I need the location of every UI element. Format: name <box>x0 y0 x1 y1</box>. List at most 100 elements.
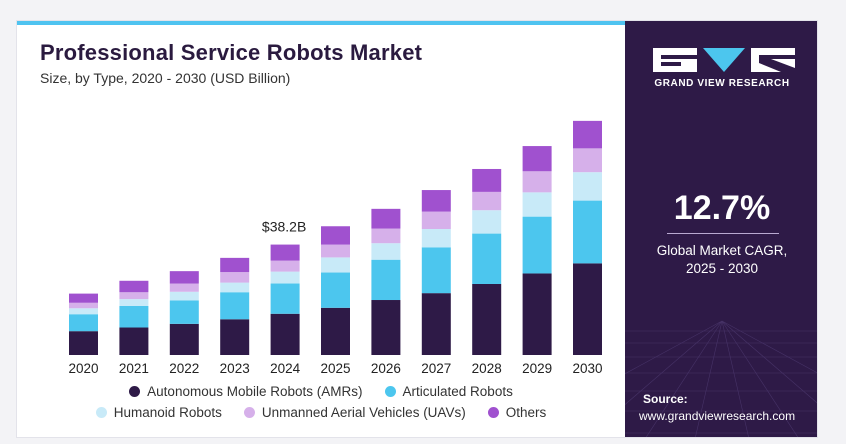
bar-segment-2021-series-3 <box>119 292 149 300</box>
bar-segment-2027-series-0 <box>421 293 451 355</box>
chart-subtitle: Size, by Type, 2020 - 2030 (USD Billion) <box>40 70 291 86</box>
legend-label-humanoid: Humanoid Robots <box>113 405 222 420</box>
cagr-value: 12.7% <box>673 189 771 227</box>
bar-segment-2026-series-4 <box>371 208 401 229</box>
bar-segment-2027-series-1 <box>421 247 451 294</box>
bar-segment-2020-series-4 <box>69 293 98 303</box>
legend-item-articulated: Articulated Robots <box>384 384 513 399</box>
legend-swatch-articulated <box>384 386 396 397</box>
legend-item-amrs: Autonomous Mobile Robots (AMRs) <box>129 384 363 399</box>
bar-segment-2023-series-1 <box>220 292 250 320</box>
bar-segment-2025-series-1 <box>321 272 350 308</box>
legend-swatch-uavs <box>243 407 255 418</box>
bar-segment-2027-series-3 <box>421 211 451 229</box>
source-title: Source: <box>643 392 688 406</box>
legend-swatch-others <box>487 407 499 418</box>
x-tick-label: 2021 <box>119 361 149 376</box>
bar-annotation-label: $38.2B <box>262 219 306 235</box>
bar-segment-2025-series-4 <box>321 226 350 245</box>
x-tick-label: 2028 <box>472 361 502 376</box>
legend-item-humanoid: Humanoid Robots <box>95 405 222 420</box>
bar-segment-2022-series-4 <box>169 271 199 284</box>
bar-segment-2023-series-4 <box>220 257 250 273</box>
bar-segment-2027-series-2 <box>421 229 451 248</box>
bar-segment-2024-series-1 <box>270 283 300 314</box>
bar-segment-2025-series-0 <box>321 307 350 355</box>
legend-swatch-amrs <box>129 386 141 397</box>
bar-segment-2020-series-2 <box>69 308 98 315</box>
side-panel: GRAND VIEW RESEARCH 12.7% Global Market … <box>625 21 817 437</box>
bar-segment-2030-series-0 <box>573 263 602 355</box>
legend-label-uavs: Unmanned Aerial Vehicles (UAVs) <box>261 405 466 420</box>
legend-item-uavs: Unmanned Aerial Vehicles (UAVs) <box>243 405 466 420</box>
bar-segment-2024-series-4 <box>270 244 300 261</box>
x-tick-label: 2020 <box>68 361 98 376</box>
bar-segment-2028-series-2 <box>472 210 502 234</box>
bar-segment-2024-series-3 <box>270 260 300 272</box>
bar-segment-2029-series-0 <box>522 273 552 355</box>
bar-segment-2029-series-2 <box>522 192 552 217</box>
bar-segment-2028-series-1 <box>472 233 502 284</box>
bar-segment-2030-series-4 <box>573 120 602 149</box>
cagr-label-line2: 2025 - 2030 <box>685 261 759 276</box>
bar-segment-2030-series-3 <box>573 148 602 173</box>
legend-label-others: Others <box>505 405 547 420</box>
bar-segment-2022-series-1 <box>169 300 199 324</box>
chart-legend: Autonomous Mobile Robots (AMRs) Articula… <box>17 384 625 426</box>
brand-name: GRAND VIEW RESEARCH <box>654 78 790 89</box>
legend-label-articulated: Articulated Robots <box>402 384 513 399</box>
bar-segment-2027-series-4 <box>421 190 451 212</box>
bar-segment-2028-series-3 <box>472 191 502 211</box>
bar-segment-2026-series-2 <box>371 243 401 260</box>
bar-segment-2026-series-0 <box>371 300 401 355</box>
cagr-label: Global Market CAGR, 2025 - 2030 <box>625 242 817 278</box>
bar-segment-2030-series-1 <box>573 200 602 264</box>
accent-bar <box>17 21 625 25</box>
bar-segment-2023-series-2 <box>220 282 250 293</box>
bar-segment-2021-series-0 <box>119 327 149 355</box>
grid-background-decoration <box>625 320 817 437</box>
bar-segment-2024-series-0 <box>270 313 300 355</box>
bar-segment-2028-series-4 <box>472 168 502 192</box>
bar-segment-2022-series-3 <box>169 283 199 292</box>
x-tick-label: 2030 <box>572 361 602 376</box>
x-tick-label: 2026 <box>371 361 401 376</box>
bar-segment-2020-series-0 <box>69 331 98 355</box>
stacked-bar-chart: 2020 2021 2022 2023 2024 $38.2B 2025 2026 2027 20… <box>68 120 603 376</box>
bar-segment-2023-series-0 <box>220 319 250 355</box>
bar-segment-2021-series-2 <box>119 299 149 306</box>
cagr-divider <box>667 233 779 234</box>
bar-segment-2022-series-2 <box>169 291 199 301</box>
bar-segment-2022-series-0 <box>169 323 199 355</box>
grand-view-research-logo <box>653 48 795 72</box>
chart-card: Professional Service Robots Market Size,… <box>16 20 818 438</box>
bar-segment-2029-series-4 <box>522 146 552 172</box>
bar-segment-2024-series-2 <box>270 271 300 284</box>
legend-label-amrs: Autonomous Mobile Robots (AMRs) <box>147 384 363 399</box>
bar-segment-2025-series-3 <box>321 244 350 258</box>
x-tick-label: 2022 <box>169 361 199 376</box>
bar-segment-2026-series-1 <box>371 259 401 301</box>
x-tick-label: 2027 <box>421 361 451 376</box>
x-tick-label: 2024 <box>270 361 301 376</box>
bar-segment-2029-series-1 <box>522 216 552 274</box>
legend-row-1: Autonomous Mobile Robots (AMRs) Articula… <box>17 384 625 399</box>
bar-segment-2026-series-3 <box>371 228 401 244</box>
legend-item-others: Others <box>487 405 547 420</box>
x-tick-label: 2025 <box>320 361 350 376</box>
x-tick-label: 2023 <box>220 361 250 376</box>
x-tick-label: 2029 <box>522 361 552 376</box>
bar-segment-2029-series-3 <box>522 171 552 193</box>
bar-segment-2020-series-3 <box>69 302 98 309</box>
bar-segment-2021-series-4 <box>119 280 149 293</box>
bar-segment-2020-series-1 <box>69 314 98 332</box>
legend-row-2: Humanoid Robots Unmanned Aerial Vehicles… <box>17 405 625 420</box>
bar-segment-2021-series-1 <box>119 305 149 328</box>
source-link[interactable]: www.grandviewresearch.com <box>639 409 796 423</box>
bar-segment-2025-series-2 <box>321 257 350 273</box>
legend-swatch-humanoid <box>95 407 107 418</box>
cagr-label-line1: Global Market CAGR, <box>656 243 788 258</box>
chart-title: Professional Service Robots Market <box>40 40 423 65</box>
bar-segment-2023-series-3 <box>220 272 250 283</box>
bar-segment-2030-series-2 <box>573 172 602 201</box>
